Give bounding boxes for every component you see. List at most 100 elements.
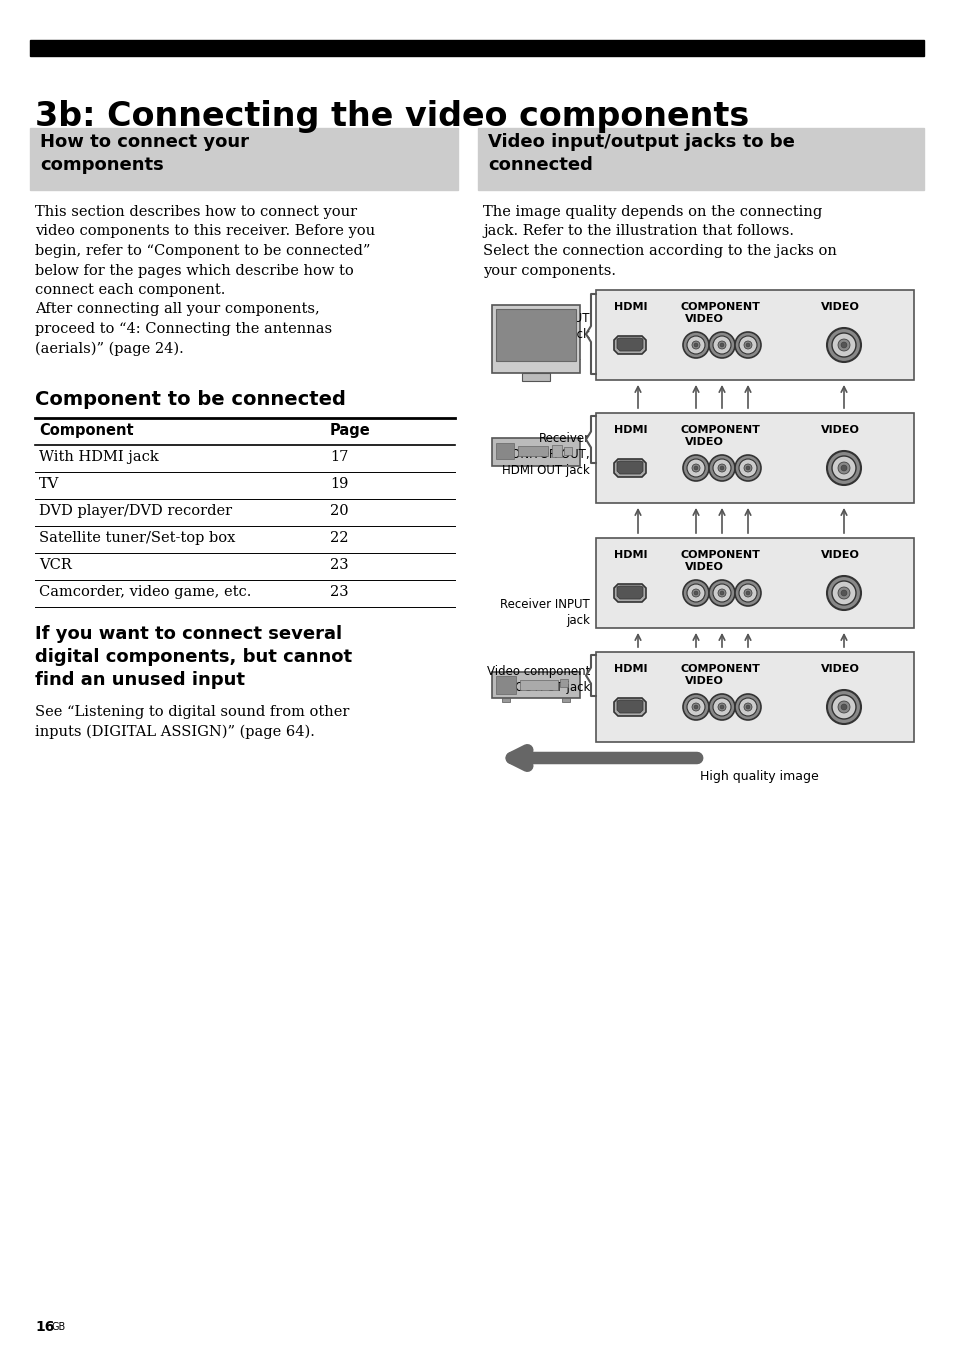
- Circle shape: [745, 704, 749, 708]
- Circle shape: [739, 698, 757, 717]
- Text: COMPONENT: COMPONENT: [680, 664, 760, 675]
- Circle shape: [708, 456, 734, 481]
- Bar: [552, 445, 561, 457]
- Text: VIDEO: VIDEO: [821, 425, 859, 435]
- Bar: [492, 306, 579, 373]
- Text: VIDEO: VIDEO: [821, 664, 859, 675]
- Text: The image quality depends on the connecting
jack. Refer to the illustration that: The image quality depends on the connect…: [482, 206, 836, 277]
- Polygon shape: [617, 338, 642, 352]
- Circle shape: [745, 466, 749, 470]
- Text: 19: 19: [330, 477, 348, 491]
- Bar: [596, 652, 913, 742]
- Circle shape: [718, 341, 725, 349]
- Text: 22: 22: [330, 531, 348, 545]
- Circle shape: [743, 589, 751, 598]
- Circle shape: [712, 337, 730, 354]
- Bar: [492, 672, 579, 698]
- Circle shape: [712, 584, 730, 602]
- Circle shape: [682, 333, 708, 358]
- Bar: [492, 438, 579, 466]
- Polygon shape: [614, 458, 645, 477]
- Circle shape: [693, 343, 698, 347]
- Circle shape: [831, 581, 855, 604]
- Circle shape: [712, 458, 730, 477]
- Text: TV, etc. INPUT
jack: TV, etc. INPUT jack: [506, 312, 589, 341]
- Circle shape: [712, 698, 730, 717]
- Circle shape: [720, 466, 723, 470]
- Text: 17: 17: [330, 450, 348, 464]
- Circle shape: [691, 589, 700, 598]
- Circle shape: [837, 700, 849, 713]
- Text: Satellite tuner/Set-top box: Satellite tuner/Set-top box: [39, 531, 235, 545]
- Text: VCR: VCR: [39, 558, 71, 572]
- Circle shape: [841, 342, 846, 347]
- Circle shape: [826, 576, 861, 610]
- Text: Component: Component: [39, 423, 133, 438]
- Circle shape: [734, 456, 760, 481]
- Circle shape: [743, 341, 751, 349]
- Text: VIDEO: VIDEO: [684, 437, 723, 448]
- Bar: [519, 680, 558, 690]
- Text: DVD player/DVD recorder: DVD player/DVD recorder: [39, 504, 232, 518]
- Text: HDMI: HDMI: [614, 425, 647, 435]
- Bar: [496, 310, 576, 361]
- Text: GB: GB: [52, 1322, 66, 1332]
- Circle shape: [831, 333, 855, 357]
- Bar: [559, 679, 567, 687]
- Circle shape: [691, 464, 700, 472]
- Circle shape: [826, 690, 861, 725]
- Text: See “Listening to digital sound from other
inputs (DIGITAL ASSIGN)” (page 64).: See “Listening to digital sound from oth…: [35, 704, 349, 740]
- Circle shape: [720, 343, 723, 347]
- Text: 23: 23: [330, 585, 348, 599]
- Bar: [30, 128, 457, 191]
- Text: HDMI: HDMI: [614, 301, 647, 312]
- Text: 23: 23: [330, 558, 348, 572]
- Circle shape: [686, 584, 704, 602]
- Circle shape: [837, 462, 849, 475]
- Circle shape: [745, 343, 749, 347]
- Text: VIDEO: VIDEO: [821, 550, 859, 560]
- Bar: [561, 698, 569, 702]
- Circle shape: [739, 337, 757, 354]
- Text: Component to be connected: Component to be connected: [35, 389, 346, 410]
- Bar: [596, 538, 913, 627]
- Text: VIDEO: VIDEO: [821, 301, 859, 312]
- Text: COMPONENT: COMPONENT: [680, 425, 760, 435]
- Circle shape: [734, 333, 760, 358]
- Circle shape: [720, 591, 723, 595]
- Text: HDMI: HDMI: [614, 550, 647, 560]
- Bar: [563, 448, 572, 456]
- Circle shape: [708, 580, 734, 606]
- Polygon shape: [614, 698, 645, 717]
- Text: Camcorder, video game, etc.: Camcorder, video game, etc.: [39, 585, 251, 599]
- Circle shape: [708, 333, 734, 358]
- Circle shape: [691, 703, 700, 711]
- Circle shape: [831, 695, 855, 719]
- Bar: [521, 373, 550, 381]
- Polygon shape: [617, 585, 642, 599]
- Text: TV: TV: [39, 477, 59, 491]
- Bar: [496, 676, 516, 694]
- Text: COMPONENT: COMPONENT: [680, 301, 760, 312]
- Text: If you want to connect several
digital components, but cannot
find an unused inp: If you want to connect several digital c…: [35, 625, 352, 688]
- Circle shape: [720, 704, 723, 708]
- Circle shape: [686, 698, 704, 717]
- Circle shape: [837, 339, 849, 352]
- Text: 16: 16: [35, 1320, 54, 1334]
- Text: How to connect your
components: How to connect your components: [40, 132, 249, 174]
- Circle shape: [743, 464, 751, 472]
- Text: Receiver INPUT
jack: Receiver INPUT jack: [499, 598, 589, 627]
- Polygon shape: [617, 700, 642, 713]
- Circle shape: [734, 580, 760, 606]
- Circle shape: [691, 341, 700, 349]
- Circle shape: [686, 337, 704, 354]
- Circle shape: [686, 458, 704, 477]
- Circle shape: [693, 704, 698, 708]
- Circle shape: [693, 466, 698, 470]
- Circle shape: [826, 452, 861, 485]
- Circle shape: [826, 329, 861, 362]
- Circle shape: [682, 694, 708, 721]
- Text: Page: Page: [330, 423, 371, 438]
- Circle shape: [718, 589, 725, 598]
- Text: Receiver
MONITOR OUT,
HDMI OUT jack: Receiver MONITOR OUT, HDMI OUT jack: [501, 433, 589, 477]
